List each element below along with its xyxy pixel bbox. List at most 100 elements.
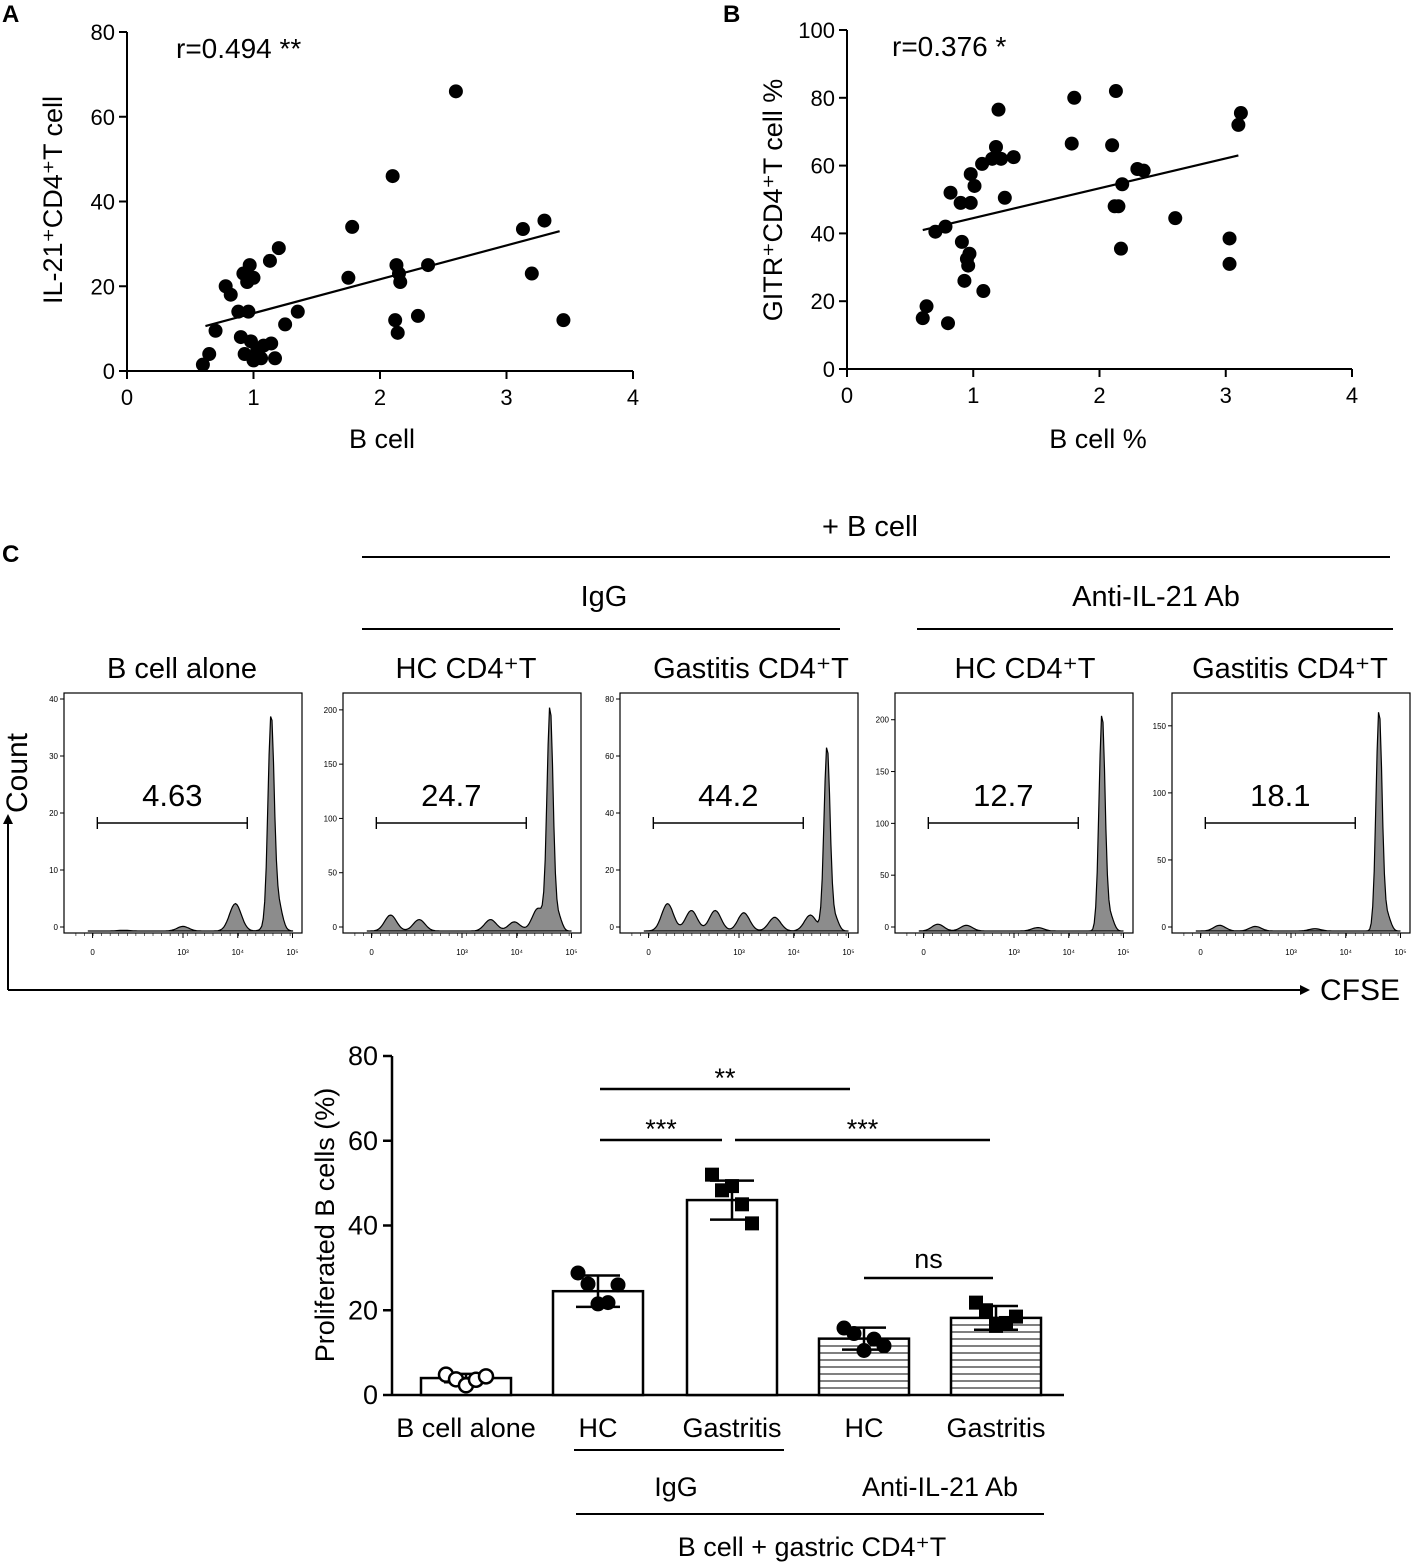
bar-y-tick-label: 40: [348, 1211, 378, 1241]
data-point: [241, 304, 256, 319]
histogram-title: Gastitis CD4⁺T: [653, 653, 849, 685]
x-tick-label: 2: [374, 385, 386, 410]
data-point: [390, 325, 405, 340]
hist-y-tick-label: 100: [876, 819, 890, 828]
header-plus-b-cell: + B cell: [822, 511, 918, 543]
hist-x-tick-label: 10⁴: [232, 948, 245, 957]
hist-y-tick-label: 50: [328, 869, 337, 878]
hist-x-tick-label: 10⁴: [1063, 948, 1076, 957]
data-point: [515, 222, 530, 237]
hist-y-tick-label: 0: [1162, 923, 1167, 932]
data-point: [1064, 136, 1079, 151]
hist-x-tick-label: 0: [369, 948, 374, 957]
data-point: [271, 241, 286, 256]
data-point: [290, 304, 305, 319]
flow-headers: + B cell IgG Anti-IL-21 Ab: [362, 511, 1393, 630]
replicate-point: [735, 1197, 749, 1212]
data-point: [943, 185, 958, 200]
significance-3: ***: [735, 1114, 990, 1144]
hist-y-tick-label: 0: [54, 923, 59, 932]
replicate-point: [580, 1276, 596, 1292]
hist-y-tick-label: 100: [324, 814, 338, 823]
bar-category-label: HC: [579, 1413, 618, 1443]
x-axis-title-a: B cell: [349, 424, 415, 454]
hist-x-tick-label: 10³: [1285, 948, 1297, 957]
data-point: [962, 246, 977, 261]
data-point: [524, 266, 539, 281]
hist-y-tick-label: 100: [1153, 789, 1167, 798]
hist-y-tick-label: 40: [605, 809, 614, 818]
hist-x-tick-label: 10⁵: [1394, 948, 1406, 957]
y-tick-label: 60: [91, 105, 115, 130]
data-point: [941, 316, 955, 331]
x-tick-label: 3: [1220, 383, 1232, 408]
x-tick-label: 3: [500, 385, 512, 410]
data-point: [919, 299, 934, 314]
histogram-title: HC CD4⁺T: [955, 653, 1096, 685]
hist-y-tick-label: 200: [876, 716, 890, 725]
hist-x-tick-label: 0: [1198, 948, 1203, 957]
histogram-5: Gastitis CD4⁺T 0 50 100 150 0 10³ 10⁴ 10⁵ 18.1: [1153, 653, 1411, 957]
x-tick-label: 1: [967, 383, 979, 408]
count-axis-label: Count: [1, 732, 34, 813]
histogram-title: B cell alone: [107, 653, 257, 685]
data-point: [246, 270, 261, 285]
data-point: [278, 317, 293, 332]
bar-group-1: B cell alone: [396, 1366, 536, 1443]
replicate-point: [610, 1277, 626, 1293]
panel-letter-b: B: [723, 1, 740, 28]
header-igg: IgG: [581, 581, 628, 613]
bar-category-label: B cell alone: [396, 1413, 536, 1443]
data-point: [953, 195, 968, 210]
significance-2: ***: [600, 1114, 722, 1144]
bar-y-tick-label: 60: [348, 1126, 378, 1156]
scatter-plot-a: r=0.494 ** B cell IL-21⁺CD4⁺T cell 0 1 2 3 4…: [38, 20, 639, 454]
y-tick-label: 60: [811, 154, 835, 179]
data-point: [1105, 138, 1120, 153]
bar-y-tick-label: 20: [348, 1295, 378, 1325]
replicate-point: [1009, 1309, 1023, 1324]
bar-group-3: Gastritis: [682, 1167, 782, 1443]
bar-chart-proliferation: Proliferated B cells (%) IgG Anti-IL-21 …: [310, 1041, 1064, 1562]
group-label-anti-il21: Anti-IL-21 Ab: [862, 1472, 1018, 1502]
data-point: [264, 336, 279, 351]
data-point: [202, 347, 217, 362]
replicate-point: [856, 1343, 872, 1359]
data-point: [1115, 177, 1130, 192]
data-point: [1006, 150, 1021, 165]
y-tick-label: 40: [91, 190, 115, 215]
hist-x-tick-label: 10⁵: [565, 948, 577, 957]
data-point: [1136, 163, 1151, 178]
significance-label: ***: [645, 1114, 677, 1144]
data-point: [341, 270, 356, 285]
data-point: [963, 167, 978, 182]
y-tick-label: 20: [91, 274, 115, 299]
histogram-curve: [918, 715, 1124, 932]
data-point: [393, 275, 408, 290]
hist-y-tick-label: 0: [610, 923, 615, 932]
data-point: [421, 258, 436, 273]
data-point: [1108, 84, 1123, 99]
histogram-4: HC CD4⁺T 0 50 100 150 200 0 10³ 10⁴ 10⁵ 12.7: [876, 653, 1134, 957]
hist-y-tick-label: 60: [605, 752, 614, 761]
x-tick-label: 4: [1346, 383, 1358, 408]
gate-percentage: 18.1: [1250, 778, 1310, 813]
bar-group-5: Gastritis: [946, 1295, 1046, 1443]
hist-y-tick-label: 30: [49, 752, 58, 761]
histogram-curve: [643, 747, 849, 932]
replicate-point: [600, 1295, 616, 1311]
data-point: [961, 258, 976, 273]
x-axis-title-b: B cell %: [1049, 424, 1147, 454]
bar-group-2: HC: [551, 1265, 645, 1443]
y-tick-label: 0: [823, 357, 835, 382]
hist-y-tick-label: 50: [1157, 856, 1166, 865]
bar-group-4: HC: [817, 1320, 911, 1443]
hist-x-tick-label: 10³: [1008, 948, 1020, 957]
y-tick-label: 100: [798, 18, 835, 43]
header-anti-il21: Anti-IL-21 Ab: [1072, 581, 1240, 613]
correlation-annotation-b: r=0.376 *: [892, 31, 1007, 62]
gate-percentage: 44.2: [698, 778, 758, 813]
x-tick-label: 2: [1093, 383, 1105, 408]
data-point: [242, 258, 257, 273]
